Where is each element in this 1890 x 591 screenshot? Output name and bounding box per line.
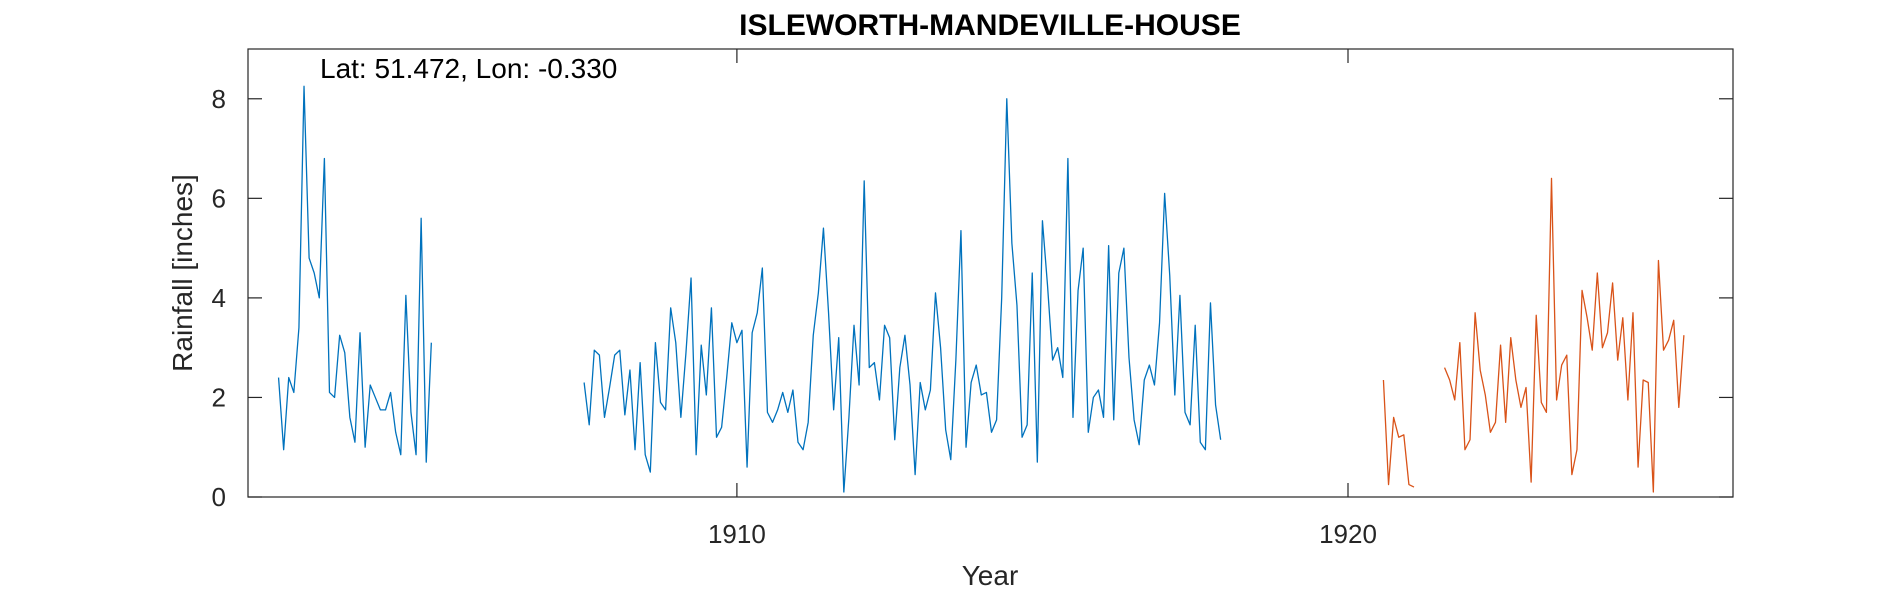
y-tick-label-8: 8 — [212, 84, 226, 114]
series-2-segment-2-line — [1443, 177, 1685, 493]
plot-area-background — [248, 49, 1733, 497]
x-axis-label: Year — [962, 560, 1019, 591]
location-annotation: Lat: 51.472, Lon: -0.330 — [320, 53, 617, 84]
y-tick-label-0: 0 — [212, 482, 226, 512]
axes-box — [247, 48, 1734, 498]
y-tick-label-2: 2 — [212, 382, 226, 412]
series-layer — [277, 85, 1685, 493]
x-tick-label-1910: 1910 — [708, 519, 766, 549]
series-1-segment-2-line — [583, 98, 1222, 493]
chart-title: ISLEWORTH-MANDEVILLE-HOUSE — [739, 9, 1241, 42]
x-tick-label-1920: 1920 — [1319, 519, 1377, 549]
y-tick-label-4: 4 — [212, 283, 226, 313]
series-2-segment-1-line — [1382, 379, 1415, 488]
y-axis-label: Rainfall [inches] — [167, 174, 198, 372]
series-1-segment-1-line — [277, 85, 432, 463]
y-tick-label-6: 6 — [212, 183, 226, 213]
tick-layer: 0 2 4 6 8 1910 1920 — [212, 49, 1733, 549]
